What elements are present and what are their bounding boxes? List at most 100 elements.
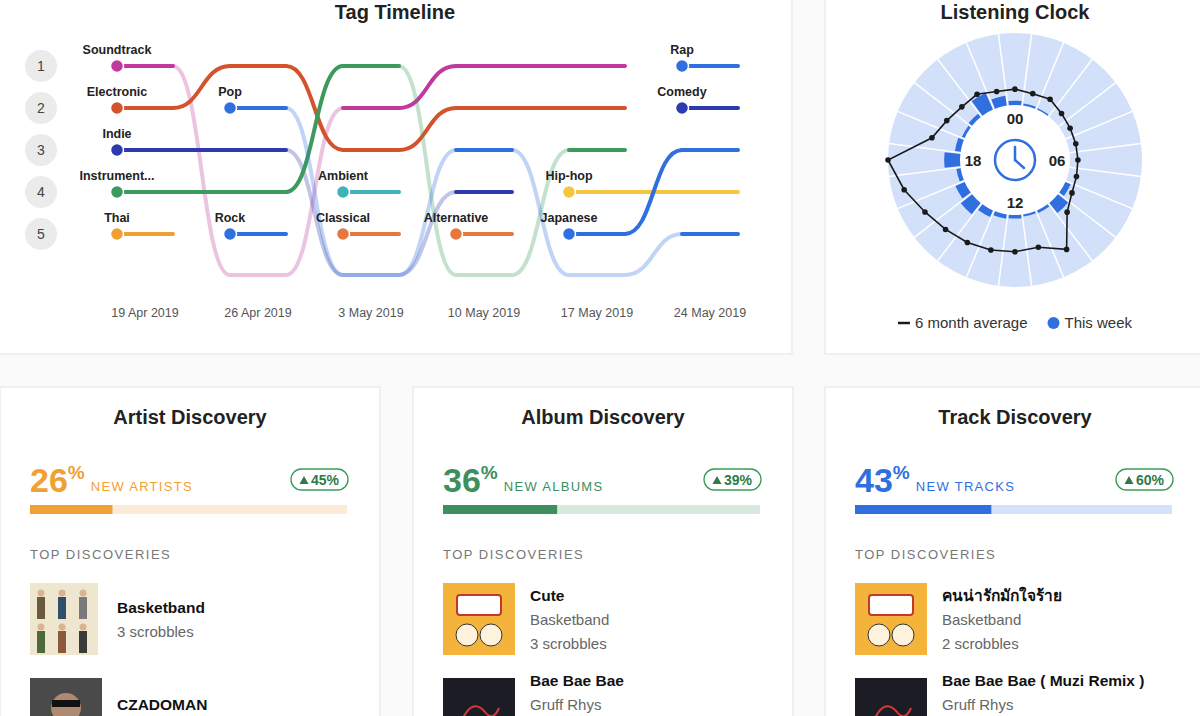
average-point xyxy=(944,118,950,124)
rank-segment xyxy=(117,64,173,68)
rank-badge xyxy=(25,50,57,82)
hour-bar xyxy=(1008,101,1021,106)
section-heading: TOP DISCOVERIES xyxy=(855,547,996,562)
hour-label: 18 xyxy=(965,152,982,169)
week-label: 10 May 2019 xyxy=(448,306,520,320)
thumb-shape xyxy=(37,597,45,619)
change-badge xyxy=(704,469,761,490)
thumb-shape xyxy=(79,597,87,619)
rank-label: 5 xyxy=(37,226,45,242)
average-point xyxy=(1012,86,1018,92)
rank-segment xyxy=(117,106,173,110)
average-point xyxy=(1069,190,1075,196)
hour-bar xyxy=(1059,182,1070,196)
hour-bar xyxy=(1037,108,1048,115)
hour-separator xyxy=(898,111,965,139)
connector xyxy=(625,150,682,234)
hour-separator xyxy=(1070,167,1141,176)
rank-segment xyxy=(682,64,738,68)
average-point xyxy=(988,247,994,253)
average-line xyxy=(888,89,1078,252)
tag-dot xyxy=(337,228,350,241)
item-name: คนน่ารักมักใจร้าย xyxy=(942,586,1062,604)
connector xyxy=(286,108,456,275)
change-arrow xyxy=(1125,476,1134,484)
listening-clock: Listening Clock000612186 month averageTh… xyxy=(885,1,1142,331)
clock-icon xyxy=(995,140,1035,180)
discovery-percent: 26% xyxy=(30,461,85,499)
rank-segment xyxy=(569,148,625,152)
rank-badge xyxy=(25,134,57,166)
tag-dot xyxy=(450,228,463,241)
change-badge xyxy=(291,469,348,490)
discovery-label: NEW ARTISTS xyxy=(91,479,193,494)
item-name: Basketband xyxy=(117,599,205,616)
chart-title: Tag Timeline xyxy=(335,1,455,23)
progress-fill xyxy=(855,505,991,514)
hour-bar xyxy=(1069,154,1070,166)
connector xyxy=(512,106,569,110)
panel xyxy=(825,0,1200,354)
thumb-bg xyxy=(30,678,102,716)
thumb-shape xyxy=(59,590,66,597)
rank-segment xyxy=(682,190,738,194)
hour-bar xyxy=(944,152,960,168)
panel xyxy=(0,0,792,354)
thumbnail xyxy=(443,678,515,716)
average-point xyxy=(929,135,935,141)
tag-dot xyxy=(111,144,124,157)
average-point xyxy=(1067,125,1073,131)
rank-segment xyxy=(569,232,625,236)
hour-separator xyxy=(1036,43,1064,110)
average-point xyxy=(1064,247,1070,253)
card-title: Album Discovery xyxy=(521,406,685,428)
hour-label: 12 xyxy=(1007,194,1024,211)
thumb-shape xyxy=(52,700,80,707)
hour-separator xyxy=(1036,211,1064,278)
card-frame xyxy=(0,387,380,716)
thumb-shape xyxy=(868,624,890,646)
rank-segment xyxy=(569,190,625,194)
card-title: Artist Discovery xyxy=(113,406,267,428)
tag-label: Rap xyxy=(670,43,694,57)
change-arrow xyxy=(300,476,309,484)
hour-bar xyxy=(955,138,964,152)
thumb-shape xyxy=(79,631,87,653)
item-detail: 3 scrobbles xyxy=(530,635,607,652)
tag-label: Ambient xyxy=(318,169,369,183)
tag-label: Thai xyxy=(104,211,130,225)
percent-value: 36 xyxy=(443,461,481,499)
thumb-shape xyxy=(875,706,911,716)
hour-separator xyxy=(889,167,960,176)
rank-segment xyxy=(682,106,738,110)
hour-label: 00 xyxy=(1007,110,1024,127)
hour-bar xyxy=(991,96,1006,109)
rank-segment xyxy=(682,232,738,236)
connector xyxy=(399,108,456,150)
hour-bar xyxy=(1066,168,1069,180)
tag-dot xyxy=(563,228,576,241)
tag-label: Rock xyxy=(215,211,246,225)
hour-bar xyxy=(1049,117,1058,126)
segments xyxy=(117,66,738,234)
tag-dot xyxy=(224,228,237,241)
hour-separator xyxy=(1048,59,1092,116)
legend-label: 6 month average xyxy=(915,314,1028,331)
thumbnail xyxy=(443,583,515,655)
hour-bar xyxy=(1037,204,1049,213)
hour-bar xyxy=(1059,127,1065,138)
tag-label: Japanese xyxy=(541,211,598,225)
hour-separator xyxy=(938,204,982,261)
tag-dot xyxy=(111,102,124,115)
clock-ring xyxy=(888,33,1142,287)
hour-bar xyxy=(1066,140,1069,152)
connector xyxy=(399,66,569,275)
tag-timeline: Tag Timeline1234519 Apr 201926 Apr 20193… xyxy=(25,1,746,320)
rank-segment xyxy=(682,148,738,152)
thumb-shape xyxy=(51,693,81,716)
tag-dot xyxy=(111,186,124,199)
average-point xyxy=(1074,174,1080,180)
thumb-bg xyxy=(30,583,98,655)
item-name: Cute xyxy=(530,587,565,604)
item-name: Bae Bae Bae ( Muzi Remix ) xyxy=(942,672,1144,689)
